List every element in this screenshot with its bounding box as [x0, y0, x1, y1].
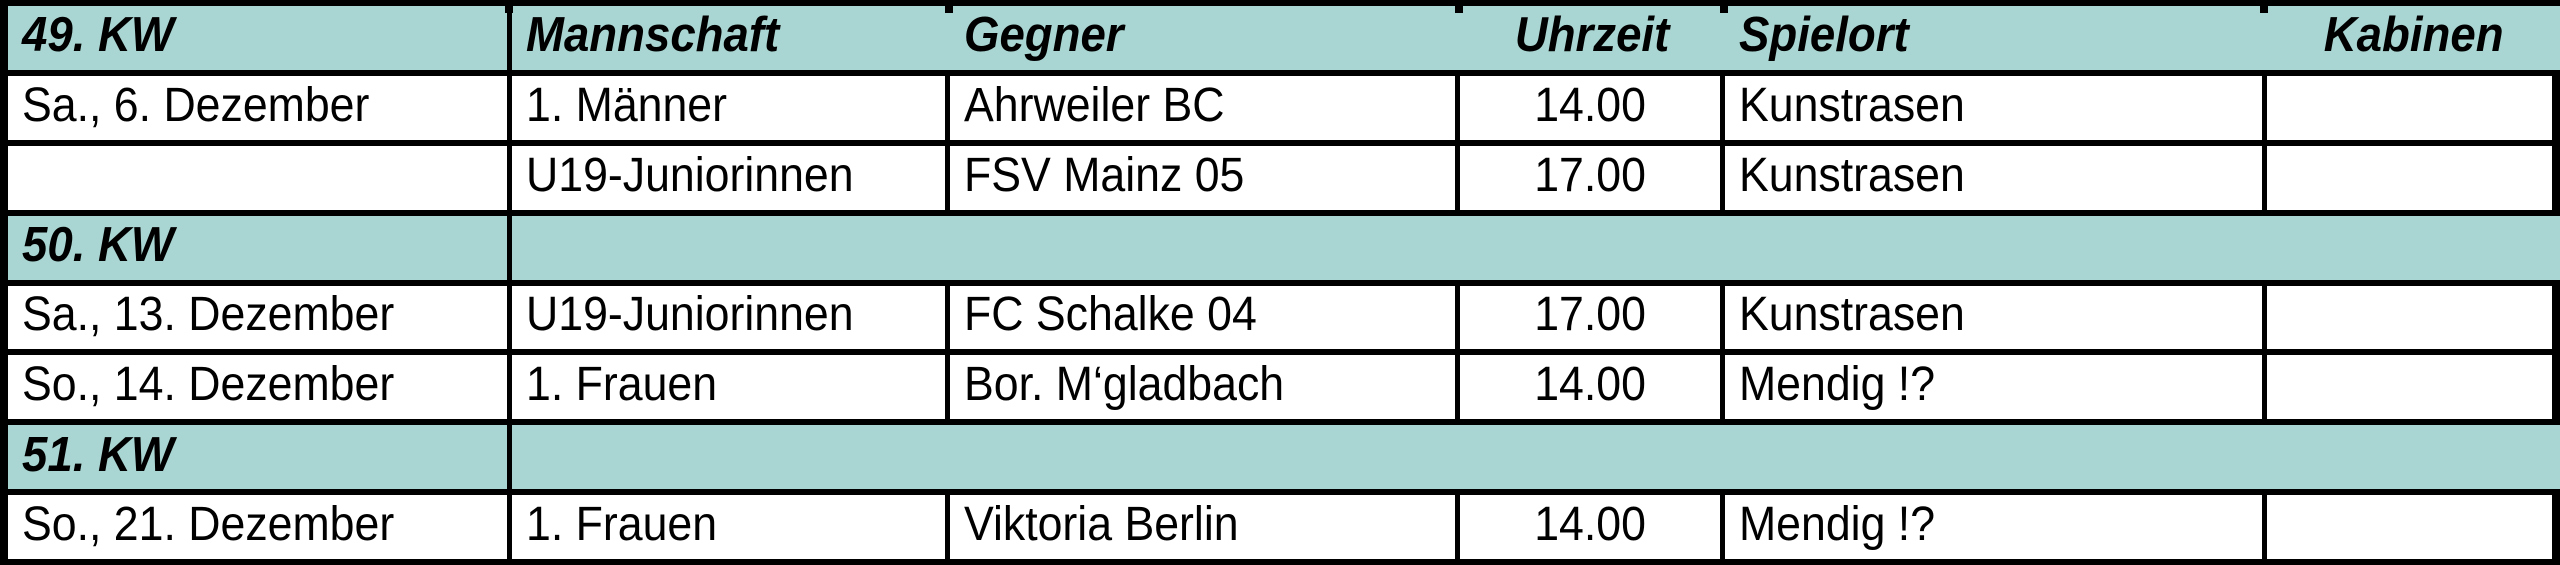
- week-label-cell: 50. KW: [8, 215, 512, 280]
- opponent-text: Bor. M‘gladbach: [964, 358, 1285, 412]
- cabin-cell: [2267, 495, 2560, 559]
- team-cell: U19-Juniorinnen: [512, 285, 950, 350]
- date-cell: [8, 145, 512, 210]
- table-row-match: Sa., 6. Dezember 1. Männer Ahrweiler BC …: [8, 75, 2560, 146]
- venue-text: Mendig !?: [1739, 498, 1936, 552]
- week-label: 49. KW: [22, 8, 174, 63]
- column-header-mannschaft: Mannschaft: [512, 6, 950, 70]
- opponent-cell: Viktoria Berlin: [950, 495, 1460, 559]
- time-text: 17.00: [1534, 148, 1646, 202]
- cabin-cell: [2267, 75, 2560, 140]
- table-row-week: 51. KW: [8, 425, 2560, 496]
- opponent-cell: FC Schalke 04: [950, 285, 1460, 350]
- date-cell: Sa., 6. Dezember: [8, 75, 512, 140]
- time-text: 14.00: [1534, 498, 1646, 552]
- date-text: Sa., 6. Dezember: [22, 78, 370, 132]
- top-border-tick: [1720, 0, 1728, 13]
- time-cell: 17.00: [1460, 285, 1725, 350]
- date-cell: Sa., 13. Dezember: [8, 285, 512, 350]
- top-border-tick: [505, 0, 513, 13]
- venue-cell: Mendig !?: [1725, 495, 2267, 559]
- date-cell: So., 14. Dezember: [8, 355, 512, 420]
- column-header-spielort: Spielort: [1725, 6, 2267, 70]
- team-text: U19-Juniorinnen: [526, 148, 854, 202]
- opponent-cell: Ahrweiler BC: [950, 75, 1460, 140]
- venue-text: Kunstrasen: [1739, 148, 1965, 202]
- venue-text: Kunstrasen: [1739, 78, 1965, 132]
- time-cell: 17.00: [1460, 145, 1725, 210]
- opponent-text: Ahrweiler BC: [964, 78, 1225, 132]
- team-text: 1. Männer: [526, 78, 727, 132]
- venue-cell: Mendig !?: [1725, 355, 2267, 420]
- top-border-tick: [945, 0, 953, 13]
- team-cell: U19-Juniorinnen: [512, 145, 950, 210]
- column-header-label: Uhrzeit: [1515, 8, 1670, 63]
- venue-text: Kunstrasen: [1739, 288, 1965, 342]
- venue-cell: Kunstrasen: [1725, 145, 2267, 210]
- column-header-label: Gegner: [964, 8, 1124, 63]
- column-header-label: Kabinen: [2323, 8, 2504, 63]
- table-row-match: Sa., 13. Dezember U19-Juniorinnen FC Sch…: [8, 285, 2560, 356]
- column-header-uhrzeit: Uhrzeit: [1460, 6, 1725, 70]
- week-spacer-cell: [512, 425, 2560, 490]
- opponent-text: Viktoria Berlin: [964, 498, 1239, 552]
- week-label: 51. KW: [22, 427, 174, 482]
- team-text: U19-Juniorinnen: [526, 288, 854, 342]
- table-row-match: So., 14. Dezember 1. Frauen Bor. M‘gladb…: [8, 355, 2560, 426]
- header-week-cell: 49. KW: [8, 6, 512, 70]
- opponent-cell: Bor. M‘gladbach: [950, 355, 1460, 420]
- date-text: So., 21. Dezember: [22, 498, 395, 552]
- table-header-row: 49. KW Mannschaft Gegner Uhrzeit Spielor…: [8, 6, 2560, 76]
- venue-cell: Kunstrasen: [1725, 285, 2267, 350]
- team-text: 1. Frauen: [526, 358, 718, 412]
- opponent-text: FSV Mainz 05: [964, 148, 1245, 202]
- team-cell: 1. Männer: [512, 75, 950, 140]
- time-text: 14.00: [1534, 78, 1646, 132]
- opponent-cell: FSV Mainz 05: [950, 145, 1460, 210]
- venue-text: Mendig !?: [1739, 358, 1936, 412]
- team-cell: 1. Frauen: [512, 355, 950, 420]
- column-header-label: Mannschaft: [526, 8, 780, 63]
- date-cell: So., 21. Dezember: [8, 495, 512, 559]
- cabin-cell: [2267, 355, 2560, 420]
- team-text: 1. Frauen: [526, 498, 718, 552]
- week-label: 50. KW: [22, 218, 174, 273]
- week-spacer-cell: [512, 215, 2560, 280]
- date-text: So., 14. Dezember: [22, 358, 395, 412]
- venue-cell: Kunstrasen: [1725, 75, 2267, 140]
- column-header-gegner: Gegner: [950, 6, 1460, 70]
- table-row-match: U19-Juniorinnen FSV Mainz 05 17.00 Kunst…: [8, 145, 2560, 216]
- week-label-cell: 51. KW: [8, 425, 512, 490]
- time-cell: 14.00: [1460, 355, 1725, 420]
- time-cell: 14.00: [1460, 495, 1725, 559]
- column-header-label: Spielort: [1739, 8, 1909, 63]
- cabin-cell: [2267, 145, 2560, 210]
- top-border-tick: [1455, 0, 1463, 13]
- date-text: Sa., 13. Dezember: [22, 288, 395, 342]
- opponent-text: FC Schalke 04: [964, 288, 1257, 342]
- table-row-week: 50. KW: [8, 215, 2560, 286]
- time-text: 17.00: [1534, 288, 1646, 342]
- time-cell: 14.00: [1460, 75, 1725, 140]
- table-row-match: So., 21. Dezember 1. Frauen Viktoria Ber…: [8, 495, 2560, 565]
- team-cell: 1. Frauen: [512, 495, 950, 559]
- cabin-cell: [2267, 285, 2560, 350]
- top-border-tick: [2260, 0, 2268, 13]
- column-header-kabinen: Kabinen: [2267, 6, 2560, 70]
- time-text: 14.00: [1534, 358, 1646, 412]
